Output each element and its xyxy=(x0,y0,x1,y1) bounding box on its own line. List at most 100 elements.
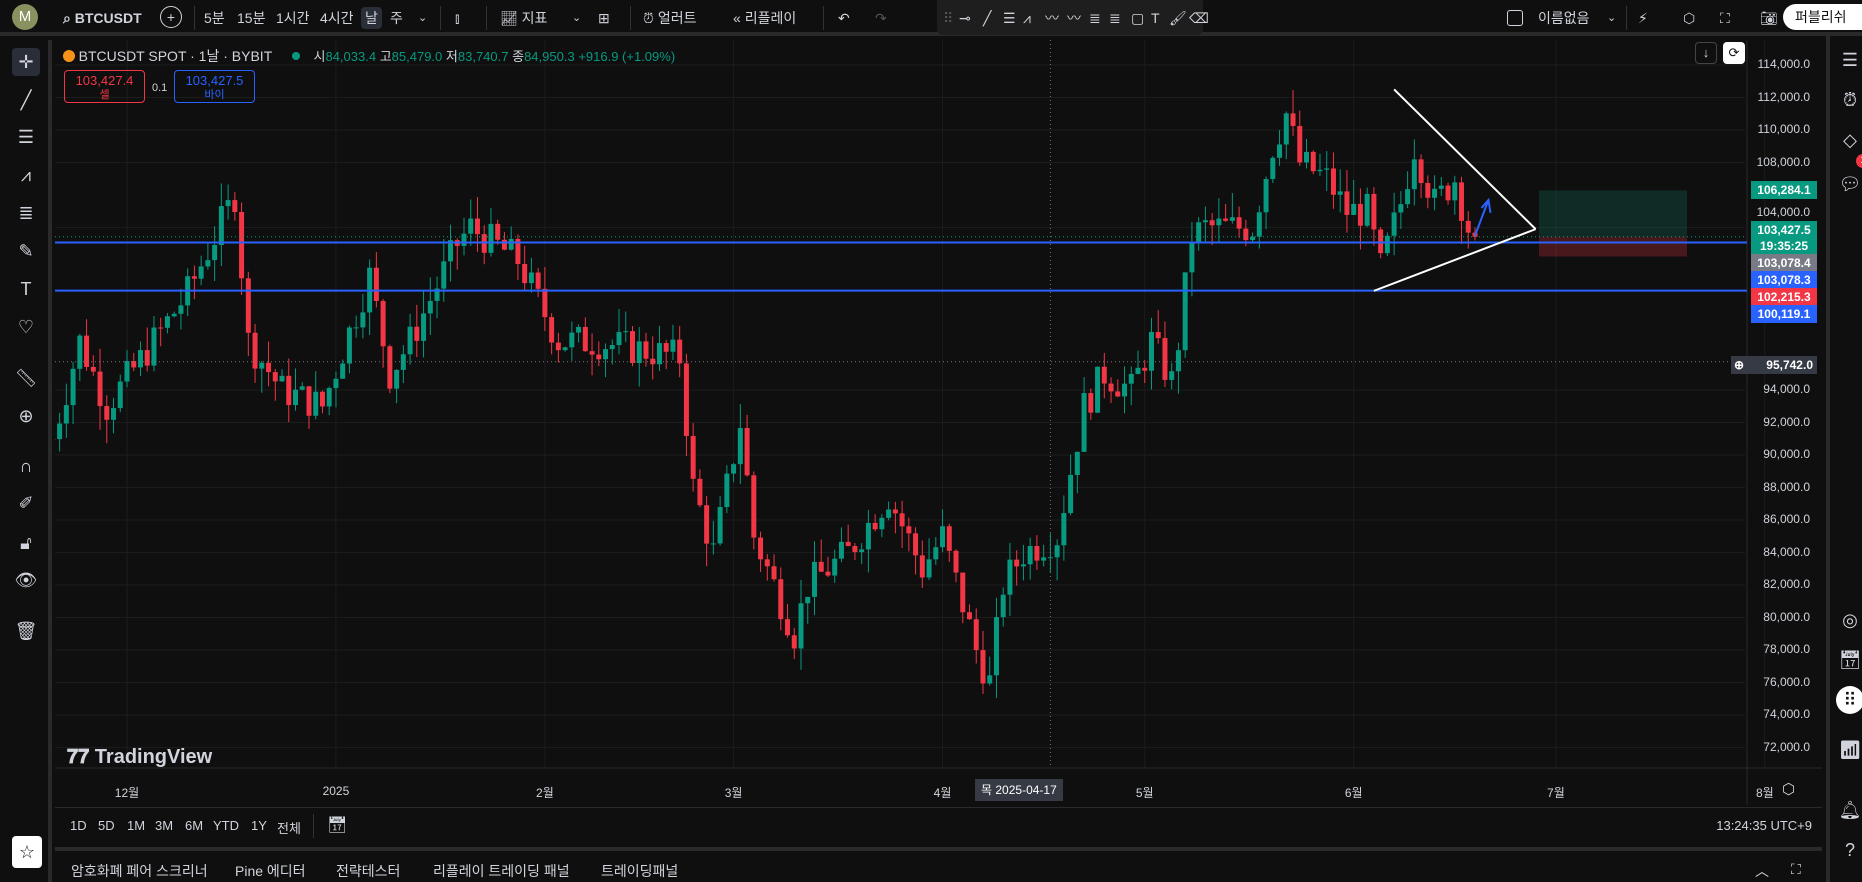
chat-icon[interactable]: 💬︎ xyxy=(1838,174,1862,194)
layout-name[interactable]: 이름없음 xyxy=(1538,10,1590,26)
sell-button[interactable]: 103,427.4 셀 xyxy=(64,70,145,103)
bell-icon[interactable]: 🔔︎ xyxy=(1838,800,1862,820)
layout-square-icon[interactable] xyxy=(1507,10,1523,26)
tab-pine-editor[interactable]: Pine 에디터 xyxy=(235,863,306,879)
indicators-chevron-down-icon[interactable]: ⌄ xyxy=(572,12,582,24)
channel-icon[interactable]: ☰ xyxy=(17,127,35,147)
indicators-button[interactable]: 📈︎ 지표 xyxy=(500,7,547,29)
range-5d[interactable]: 5D xyxy=(98,818,115,833)
text-icon[interactable]: T xyxy=(20,279,32,299)
eraser-icon[interactable]: ⌫ xyxy=(1189,10,1209,26)
layouts-grid-icon[interactable]: ⊞ xyxy=(598,10,610,26)
candle-body xyxy=(171,313,177,317)
time-tick-label: 8월 xyxy=(1755,786,1774,800)
range-1y[interactable]: 1Y xyxy=(251,818,267,833)
apps-grid-icon[interactable]: ⠿ xyxy=(1836,686,1862,714)
lock-icon[interactable]: 🔓︎ xyxy=(20,533,32,553)
scroll-to-latest-button[interactable]: ↓ xyxy=(1695,42,1717,64)
help-icon[interactable]: ? xyxy=(1844,840,1855,860)
eye-icon[interactable]: 👁︎ xyxy=(14,570,38,590)
heart-icon[interactable]: ♡ xyxy=(17,317,35,337)
calendar-icon[interactable]: 📅︎ xyxy=(1838,650,1862,670)
watchlist-icon[interactable]: ☰ xyxy=(1841,50,1859,70)
time-axis-settings-icon[interactable]: ⬡ xyxy=(1782,781,1796,798)
trend-line-icon[interactable]: ╱ xyxy=(20,90,32,110)
tab-replay-trading-panel[interactable]: 리플레이 트레이딩 패널 xyxy=(433,863,570,879)
symbol-search[interactable]: ⌕ BTCUSDT xyxy=(63,7,142,29)
radar-icon[interactable]: ◎ xyxy=(1842,610,1858,630)
fib-icon[interactable]: ≣ xyxy=(18,203,34,223)
add-alert-plus-icon[interactable]: ⊕ xyxy=(1734,358,1745,372)
pattern-icon[interactable]: ⩘ xyxy=(20,165,32,185)
layout-chevron-down-icon[interactable]: ⌄ xyxy=(1607,12,1617,24)
brush-icon[interactable]: ✎ xyxy=(18,241,34,261)
clock-timezone[interactable]: 13:24:35 UTC+9 xyxy=(1716,818,1812,833)
alarm-clock-icon[interactable]: ⏰︎ xyxy=(1842,90,1858,110)
range-6m[interactable]: 6M xyxy=(185,818,204,833)
candle-type-icon[interactable]: ⫾ xyxy=(455,10,460,26)
text-icon[interactable]: T xyxy=(1151,10,1160,26)
go-to-date-calendar-icon[interactable]: 📅︎ xyxy=(327,817,348,834)
trend-line-icon[interactable]: ╱ xyxy=(983,10,992,26)
interval-1h[interactable]: 1시간 xyxy=(276,10,310,26)
add-symbol-button[interactable]: + xyxy=(160,6,182,28)
range-1d[interactable]: 1D xyxy=(70,818,87,833)
fib-retracement-icon[interactable]: ≣ xyxy=(1089,10,1101,26)
collapse-chevron-up-icon[interactable]: ︿ xyxy=(1755,863,1769,879)
avatar[interactable]: M xyxy=(12,4,38,30)
publish-button[interactable]: 퍼블리쉬 xyxy=(1783,4,1862,30)
redo-icon[interactable]: ↷ xyxy=(875,10,887,26)
settings-hexagon-icon[interactable]: ⬡ xyxy=(1683,10,1696,26)
trash-icon[interactable]: 🗑︎ xyxy=(14,621,38,641)
quick-search-icon[interactable]: ⚡︎ xyxy=(1638,10,1648,26)
auto-scale-button[interactable]: ⟳ xyxy=(1723,42,1745,64)
range-1m[interactable]: 1M xyxy=(127,818,146,833)
alert-button[interactable]: ⏰︎ 얼러트 xyxy=(643,7,696,29)
interval-4h[interactable]: 4시간 xyxy=(320,10,354,26)
horizontal-ray-icon[interactable]: ⊸ xyxy=(959,10,971,26)
tab-trading-panel[interactable]: 트레이딩패널 xyxy=(601,863,679,879)
rectangle-icon[interactable]: ▢ xyxy=(1131,10,1145,26)
crosshair-icon[interactable]: ✛ xyxy=(12,48,40,76)
interval-15m[interactable]: 15분 xyxy=(237,10,266,26)
candle-body xyxy=(1432,188,1438,198)
pattern-icon[interactable]: ⩘ xyxy=(1023,10,1031,26)
tab-crypto-screener[interactable]: 암호화폐 페어 스크리너 xyxy=(71,863,208,879)
replay-button[interactable]: « 리플레이 xyxy=(733,7,796,29)
candle-body xyxy=(549,317,555,343)
range-3m[interactable]: 3M xyxy=(155,818,174,833)
lock-drawing-icon[interactable]: ✐ xyxy=(18,493,34,513)
tab-strategy-tester[interactable]: 전략테스터 xyxy=(336,863,401,879)
candle-body xyxy=(333,378,339,389)
magnet-icon[interactable]: ∩ xyxy=(19,456,33,476)
interval-chevron-down-icon[interactable]: ⌄ xyxy=(418,12,428,24)
interval-5m[interactable]: 5분 xyxy=(204,10,225,26)
divider xyxy=(313,814,314,838)
parallel-channel-icon[interactable]: ☰ xyxy=(1003,10,1016,26)
fullscreen-icon[interactable]: ⛶ xyxy=(1720,10,1730,26)
interval-1d[interactable]: 날 xyxy=(361,7,382,29)
signal-icon[interactable]: 📶︎ xyxy=(1838,740,1862,760)
brush-icon[interactable]: 🖌︎ xyxy=(1169,10,1187,26)
maximize-panel-icon[interactable]: ⛶ xyxy=(1791,861,1801,877)
candle-body xyxy=(697,478,703,506)
ruler-icon[interactable]: 📏︎ xyxy=(14,368,38,388)
undo-icon[interactable]: ↶ xyxy=(838,10,850,26)
price-chart[interactable] xyxy=(55,40,1822,805)
abcd-pattern-icon[interactable]: 〰 xyxy=(1067,10,1081,26)
buy-button[interactable]: 103,427.5 바이 xyxy=(174,70,255,103)
drag-handle-icon[interactable]: ⠿ xyxy=(943,10,954,26)
candle-body xyxy=(1351,203,1357,215)
elliott-wave-icon[interactable]: 〰 xyxy=(1045,10,1059,26)
low-value: 83,740.7 xyxy=(457,49,509,64)
interval-1w[interactable]: 주 xyxy=(390,10,403,26)
zoom-in-icon[interactable]: ⊕ xyxy=(18,406,34,426)
range-ytd[interactable]: YTD xyxy=(213,818,239,833)
candle-body xyxy=(838,541,844,559)
camera-icon[interactable]: 📷︎ xyxy=(1760,10,1778,26)
fib-extension-icon[interactable]: ≣ xyxy=(1109,10,1121,26)
favorites-star-icon[interactable]: ☆ xyxy=(12,836,42,868)
chart-pane[interactable]: BTCUSDT SPOT · 1날 · BYBIT 시84,033.4 고85,… xyxy=(55,40,1822,805)
range-all[interactable]: 전체 xyxy=(277,821,301,836)
layers-icon[interactable]: ◇ xyxy=(1843,130,1857,150)
